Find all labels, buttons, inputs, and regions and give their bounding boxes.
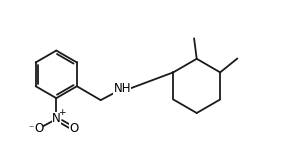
Text: O: O <box>34 122 43 135</box>
Text: ⁻: ⁻ <box>29 124 34 134</box>
Text: +: + <box>58 107 66 117</box>
Text: NH: NH <box>113 82 131 95</box>
Text: O: O <box>69 122 79 135</box>
Text: N: N <box>52 112 61 125</box>
